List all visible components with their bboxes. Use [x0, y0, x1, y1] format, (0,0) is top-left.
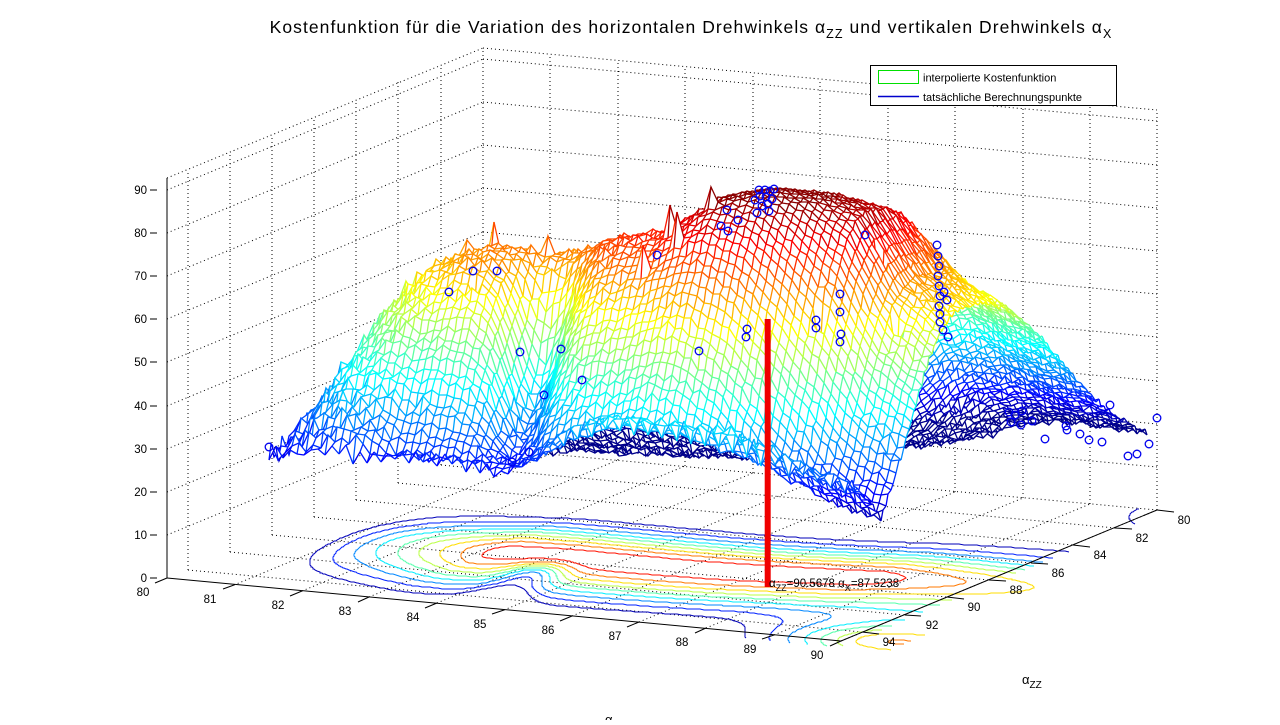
svg-text:88: 88	[1010, 585, 1023, 597]
svg-text:92: 92	[926, 620, 939, 632]
svg-text:interpolierte Kostenfunktion: interpolierte Kostenfunktion	[923, 73, 1056, 85]
svg-text:82: 82	[1136, 533, 1149, 545]
svg-text:90: 90	[968, 602, 981, 614]
svg-text:89: 89	[744, 644, 757, 656]
svg-text:80: 80	[137, 587, 150, 599]
svg-text:60: 60	[134, 314, 147, 326]
svg-text:87: 87	[609, 631, 622, 643]
svg-text:83: 83	[339, 606, 352, 618]
svg-text:84: 84	[407, 612, 420, 624]
svg-text:80: 80	[1178, 515, 1191, 527]
svg-text:85: 85	[474, 619, 487, 631]
svg-text:20: 20	[134, 487, 147, 499]
svg-text:40: 40	[134, 401, 147, 413]
svg-text:82: 82	[272, 600, 285, 612]
svg-text:0: 0	[141, 573, 147, 585]
svg-text:90: 90	[811, 650, 824, 662]
svg-text:αZZ=90.5678 αX=87.5238: αZZ=90.5678 αX=87.5238	[769, 578, 899, 593]
svg-text:90: 90	[134, 185, 147, 197]
svg-text:50: 50	[134, 357, 147, 369]
svg-text:10: 10	[134, 530, 147, 542]
svg-text:30: 30	[134, 444, 147, 456]
svg-text:81: 81	[204, 594, 217, 606]
svg-text:94: 94	[883, 637, 896, 649]
svg-text:tatsächliche Berechnungspunkte: tatsächliche Berechnungspunkte	[923, 92, 1082, 104]
svg-text:86: 86	[542, 625, 555, 637]
svg-text:70: 70	[134, 271, 147, 283]
svg-text:80: 80	[134, 228, 147, 240]
svg-text:84: 84	[1094, 550, 1107, 562]
svg-text:88: 88	[676, 637, 689, 649]
svg-text:86: 86	[1052, 568, 1065, 580]
